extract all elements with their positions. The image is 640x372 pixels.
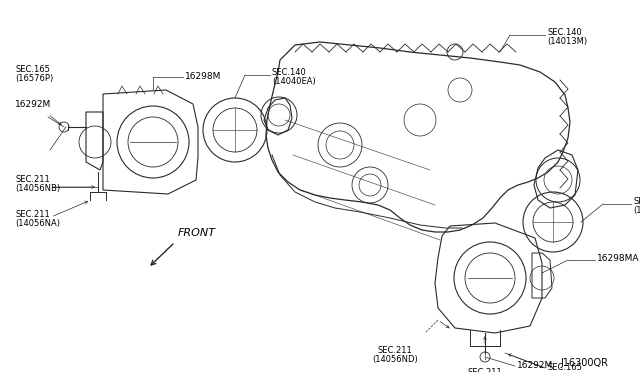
Text: (14056NB): (14056NB) (15, 184, 60, 193)
Text: 16292M: 16292M (517, 361, 553, 370)
Text: FRONT: FRONT (178, 228, 216, 238)
Text: SEC.165: SEC.165 (15, 65, 50, 74)
Text: (14013M): (14013M) (547, 37, 587, 46)
Text: SEC.165: SEC.165 (548, 363, 583, 372)
Text: SEC.211: SEC.211 (15, 175, 50, 184)
Text: (14040EA): (14040EA) (633, 206, 640, 215)
Text: 16292M: 16292M (15, 100, 51, 109)
Text: J16300QR: J16300QR (560, 358, 608, 368)
Text: (16576P): (16576P) (15, 74, 53, 83)
Text: 16298MA: 16298MA (597, 254, 639, 263)
Text: SEC.140: SEC.140 (547, 28, 582, 37)
Text: SEC.140: SEC.140 (633, 197, 640, 206)
Text: SEC.211: SEC.211 (15, 210, 50, 219)
Text: (14040EA): (14040EA) (272, 77, 316, 86)
Text: 16298M: 16298M (185, 72, 221, 81)
Text: SEC.211: SEC.211 (468, 368, 502, 372)
Text: SEC.140: SEC.140 (272, 68, 307, 77)
Text: SEC.211: SEC.211 (378, 346, 412, 355)
Text: (14056ND): (14056ND) (372, 355, 418, 364)
Text: (14056NA): (14056NA) (15, 219, 60, 228)
